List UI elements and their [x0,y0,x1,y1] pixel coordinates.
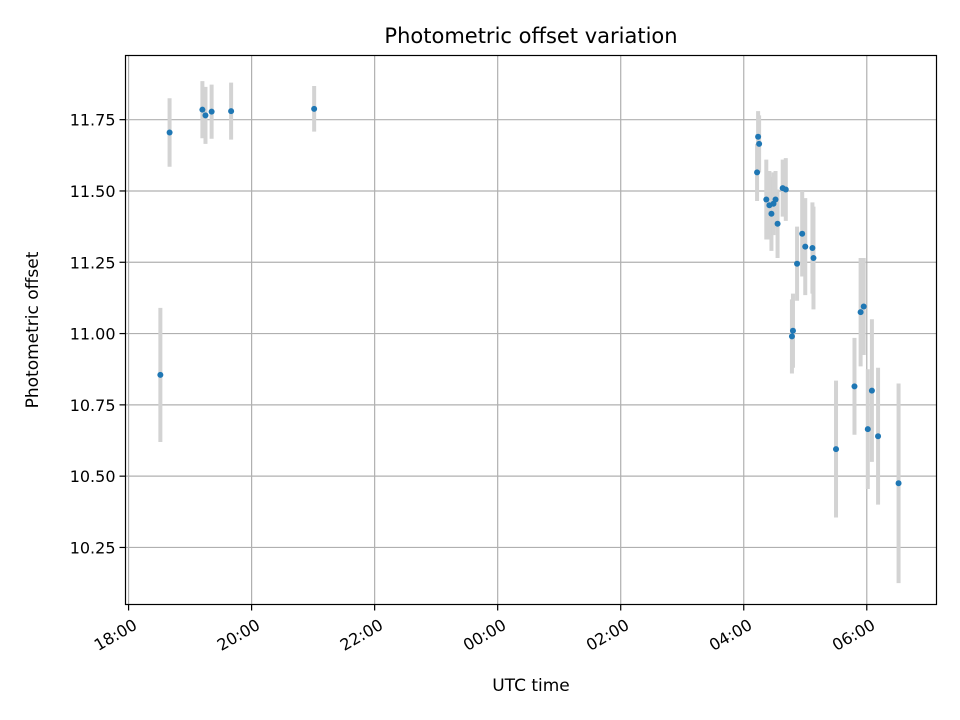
y-axis: 10.25 10.50 10.75 11.00 11.25 11.50 11.75 [70,111,126,557]
data-point [157,371,164,378]
chart-title: Photometric offset variation [384,24,677,48]
data-point [756,140,763,147]
data-point [774,220,781,227]
data-point [228,108,235,115]
data-point [875,433,882,440]
data-point [788,333,795,340]
y-tick-label: 10.25 [70,538,116,557]
y-axis-label: Photometric offset [23,251,43,408]
data-point [202,112,209,119]
data-point [851,383,858,390]
data-point [166,129,173,136]
data-point [208,108,215,115]
data-point [860,303,867,310]
data-point [895,480,902,487]
data-point [833,446,840,453]
y-tick-label: 11.25 [70,253,116,272]
data-point [794,260,801,267]
data-point [868,387,875,394]
data-point [768,210,775,217]
y-tick-label: 11.50 [70,182,116,201]
data-point [199,106,206,113]
data-point [809,245,816,252]
data-point [763,196,770,203]
y-tick-label: 11.75 [70,111,116,130]
data-point [864,426,871,433]
data-point [311,105,318,112]
data-point [755,133,762,140]
data-point [782,186,789,193]
data-point [802,243,809,250]
data-point [789,327,796,334]
y-tick-label: 10.50 [70,467,116,486]
data-point [810,254,817,261]
plot-frame [124,54,938,606]
point-layer [157,105,902,487]
data-point [772,196,779,203]
data-point [754,169,761,176]
data-point [857,309,864,316]
y-tick-label: 11.00 [70,325,116,344]
x-axis-label: UTC time [492,676,570,696]
data-point [799,230,806,237]
y-tick-label: 10.75 [70,396,116,415]
